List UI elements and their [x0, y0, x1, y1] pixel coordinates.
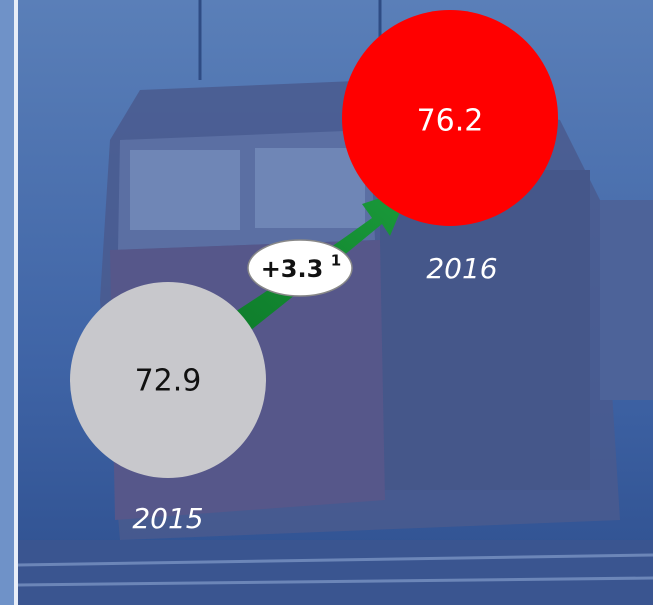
circle-2016 — [342, 10, 558, 226]
year-2015: 2015 — [132, 502, 203, 535]
value-2016: 76.2 — [417, 104, 484, 139]
year-2016: 2016 — [426, 252, 497, 285]
circle-2015 — [70, 282, 266, 478]
change-footnote: 1 — [331, 252, 341, 270]
change-value: +3.3 — [261, 255, 324, 283]
change-badge — [247, 239, 353, 297]
value-2015: 72.9 — [135, 364, 202, 399]
